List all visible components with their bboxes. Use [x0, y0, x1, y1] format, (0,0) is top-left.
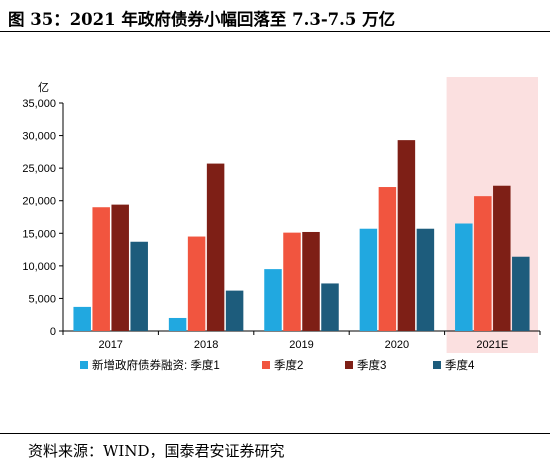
- legend-swatch: [345, 361, 353, 369]
- x-tick-label: 2017: [98, 339, 122, 351]
- bar-2020-q2: [378, 187, 397, 331]
- y-tick-label: 30,000: [22, 131, 56, 143]
- chart-title: 图 35：2021 年政府债券小幅回落至 7.3-7.5 万亿: [8, 10, 396, 29]
- y-unit-label: 亿: [38, 81, 49, 94]
- legend-label: 季度3: [357, 358, 386, 372]
- tick-labels: 0 5,000 10,000 15,000 20,000 25,000 30,000 35,0…: [22, 98, 508, 351]
- bar-2021E-q1: [455, 223, 473, 331]
- y-tick-label: 5,000: [28, 293, 56, 305]
- bar-2017-q4: [130, 241, 148, 331]
- legend-swatch: [80, 361, 88, 369]
- x-tick-label: 2020: [385, 339, 409, 351]
- y-tick-label: 0: [50, 326, 56, 338]
- x-tick-label: 2018: [194, 339, 218, 351]
- bar-2021E-q4: [512, 256, 530, 331]
- y-tick-label: 15,000: [22, 228, 56, 240]
- bar-2021E-q2: [474, 196, 492, 331]
- bar-2017-q3: [111, 204, 129, 331]
- source-note: 资料来源：WIND，国泰君安证券研究: [28, 442, 285, 460]
- legend-label: 季度2: [274, 358, 303, 372]
- y-tick-label: 10,000: [22, 261, 56, 273]
- legend-swatch: [262, 361, 270, 369]
- bar-2018-q1: [168, 317, 187, 331]
- title-rule: [0, 31, 550, 32]
- bar-2018-q3: [206, 163, 225, 331]
- bar-2021E-q3: [493, 185, 511, 331]
- bar-2017-q2: [92, 207, 110, 331]
- bar-2020-q1: [359, 228, 378, 331]
- y-tick-label: 35,000: [22, 98, 56, 110]
- x-tick-label: 2019: [289, 339, 313, 351]
- bar-2020-q4: [416, 228, 435, 331]
- legend: 新增政府债券融资: 季度1 季度2 季度3 季度4: [80, 358, 475, 372]
- bar-2018-q4: [225, 290, 244, 331]
- x-tick-label: 2021E: [476, 339, 508, 351]
- bar-2019-q4: [321, 283, 339, 331]
- legend-label: 季度4: [445, 358, 475, 372]
- bar-2018-q2: [187, 236, 206, 331]
- y-tick-label: 20,000: [22, 196, 56, 208]
- bar-2020-q3: [397, 140, 416, 331]
- legend-label: 新增政府债券融资: 季度1: [92, 358, 220, 372]
- bar-2017-q1: [73, 306, 91, 331]
- legend-swatch: [433, 361, 441, 369]
- footer-rule: [0, 433, 550, 434]
- bar-2019-q2: [283, 232, 301, 331]
- bar-2019-q3: [302, 231, 320, 331]
- bar-2019-q1: [264, 269, 282, 331]
- bars: [73, 140, 530, 331]
- y-tick-label: 25,000: [22, 163, 56, 175]
